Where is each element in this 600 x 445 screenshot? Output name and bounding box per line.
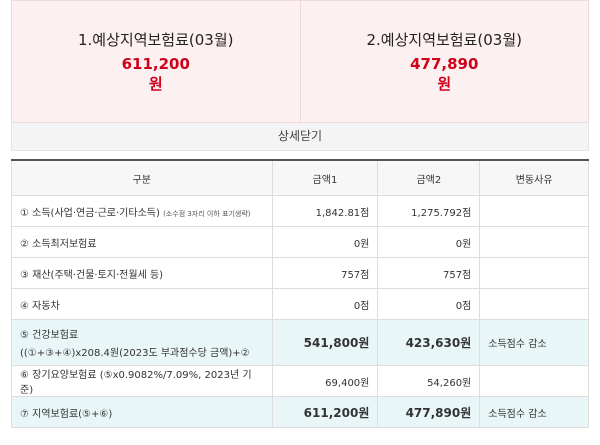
column-header: 금액1 [271,159,379,196]
amount2: 1,275.792점 [377,195,481,227]
summary-amount: 477,890 [410,55,479,73]
summary-box: 2.예상지역보험료(03월) 477,890 원 [299,1,589,122]
row-label-cell: ⑦ 지역보험료(⑤+⑥) [11,396,273,428]
row-label-cell: ⑤ 건강보험료 ((①+③+④)x208.4원(2023도 부과점수당 금액)+② [11,319,273,366]
header-row: 구분 금액1 금액2 변동사유 [11,159,589,196]
summary-box: 1.예상지역보험료(03월) 611,200 원 [12,1,300,122]
column-header: 구분 [11,159,273,196]
row-label: ⑦ 지역보험료(⑤+⑥) [20,408,113,420]
detail-table: 구분 금액1 금액2 변동사유 ① 소득(사업·연금·근로·기타소득) (소수점 3자… [11,159,589,428]
row-label-cell: ⑥ 장기요양보험료 (⑤x0.9082%/7.09%, 2023년 기준) [11,365,273,397]
amount1: 69,400원 [271,365,379,397]
amount1: 541,800원 [271,319,379,366]
summary: 1.예상지역보험료(03월) 611,200 원 2.예상지역보험료(03월) 477,… [11,0,589,123]
row-label: ③ 재산(주택·건물·토지·전월세 등) [20,269,164,281]
row-detail: ((①+③+④)x208.4원(2023도 부과점수당 금액)+② [20,348,250,359]
amount1: 757점 [271,257,379,289]
summary-title: 2.예상지역보험료(03월) [366,31,522,49]
row-label-cell: ① 소득(사업·연금·근로·기타소득) (소수점 3자리 이하 표기생략) [11,195,273,227]
amount1: 0원 [271,226,379,258]
column-header: 변동사유 [479,159,589,196]
table-row: ⑥ 장기요양보험료 (⑤x0.9082%/7.09%, 2023년 기준) 69,… [11,365,589,397]
amount2: 757점 [377,257,481,289]
toggle-button[interactable]: 상세닫기 [11,123,589,151]
amount1: 1,842.81점 [271,195,379,227]
table-body: ① 소득(사업·연금·근로·기타소득) (소수점 3자리 이하 표기생략) 1,8… [11,195,589,428]
row-label: ⑤ 건강보험료 [20,330,79,341]
row-label-cell: ④ 자동차 [11,288,273,320]
table-row: ⑦ 지역보험료(⑤+⑥) 611,200원 477,890원 소득점수 감소 [11,396,589,428]
table-row: ⑤ 건강보험료 ((①+③+④)x208.4원(2023도 부과점수당 금액)+②… [11,319,589,366]
summary-amount: 611,200 [121,55,190,73]
reason: 소득점수 감소 [488,408,547,420]
reason-cell [479,226,589,258]
reason-cell [479,257,589,289]
row-label: ④ 자동차 [20,300,60,312]
row-label-cell: ② 소득최저보험료 [11,226,273,258]
table-row: ① 소득(사업·연금·근로·기타소득) (소수점 3자리 이하 표기생략) 1,8… [11,195,589,227]
amount2: 423,630원 [377,319,481,366]
amount1: 0점 [271,288,379,320]
amount2: 477,890원 [377,396,481,428]
row-label: ② 소득최저보험료 [20,238,97,250]
reason-cell: 소득점수 감소 [479,319,589,366]
summary-unit: 원 [437,75,452,93]
reason-cell [479,288,589,320]
summary-title: 1.예상지역보험료(03월) [77,31,234,49]
amount2: 0원 [377,226,481,258]
table-row: ④ 자동차 0점 0점 [11,288,589,320]
table-row: ② 소득최저보험료 0원 0원 [11,226,589,258]
reason-cell [479,195,589,227]
table-row: ③ 재산(주택·건물·토지·전월세 등) 757점 757점 [11,257,589,289]
row-note: (소수점 3자리 이하 표기생략) [163,209,251,218]
amount1: 611,200원 [271,396,379,428]
reason: 소득점수 감소 [488,339,547,350]
row-label-cell: ③ 재산(주택·건물·토지·전월세 등) [11,257,273,289]
column-header: 금액2 [377,159,481,196]
summary-unit: 원 [148,75,163,93]
reason-cell: 소득점수 감소 [479,396,589,428]
row-label: ① 소득(사업·연금·근로·기타소득) [20,207,160,219]
amount2: 0점 [377,288,481,320]
amount2: 54,260원 [377,365,481,397]
reason-cell [479,365,589,397]
row-label: ⑥ 장기요양보험료 (⑤x0.9082%/7.09%, 2023년 기준) [20,370,252,396]
